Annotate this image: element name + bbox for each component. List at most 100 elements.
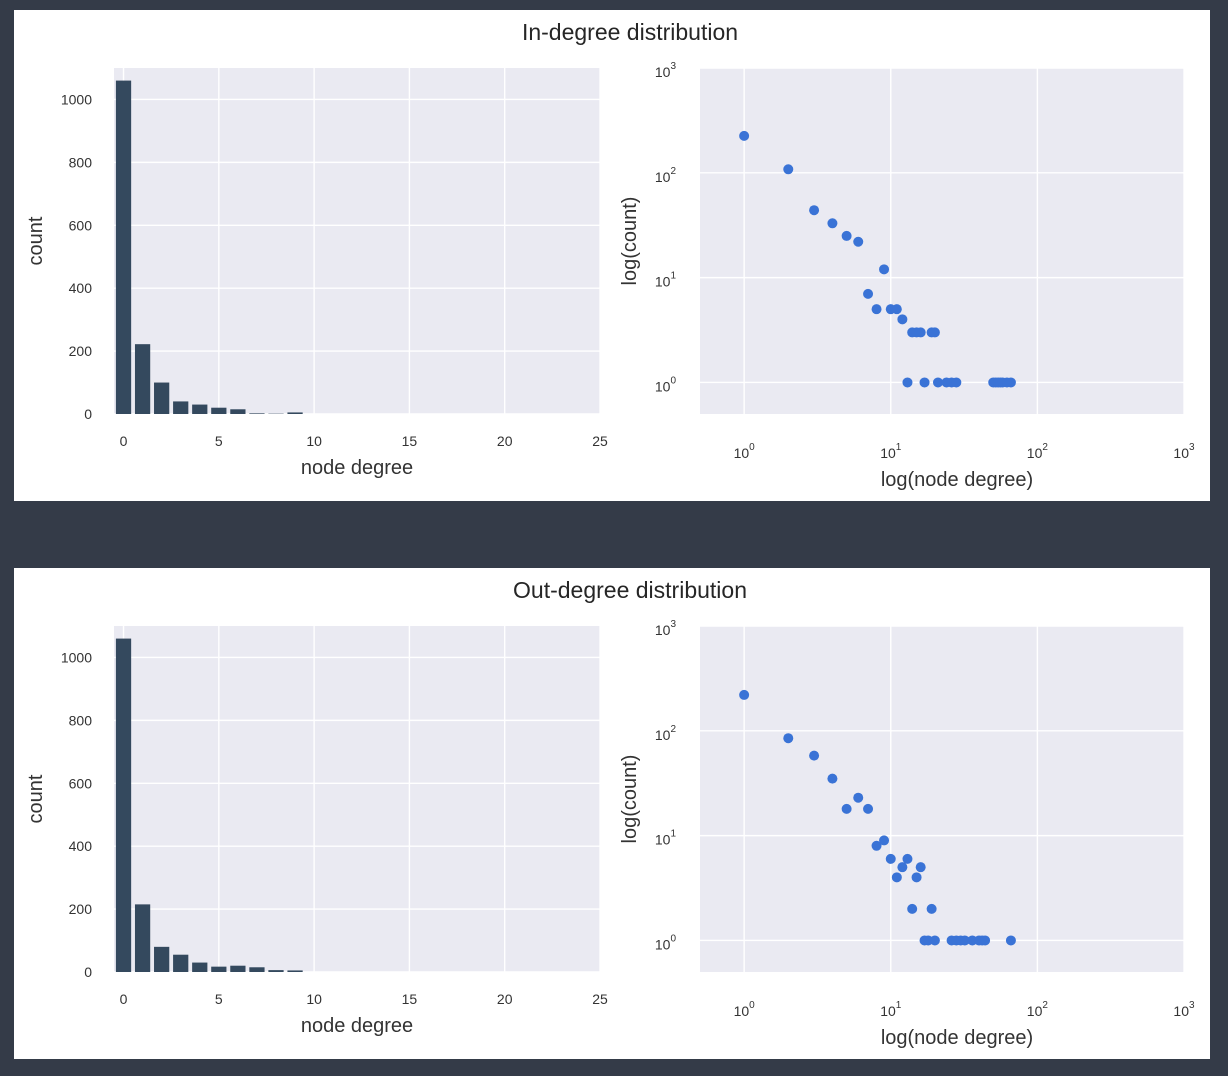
x-tick-label: 5 (215, 433, 223, 449)
y-tick-label: 103 (655, 61, 677, 80)
data-point (980, 935, 991, 946)
x-tick-label: 102 (1027, 442, 1049, 461)
data-point (827, 773, 838, 784)
x-tick-label: 0 (120, 991, 128, 1007)
bar (211, 407, 227, 414)
bar (230, 965, 246, 972)
x-axis-label: log(node degree) (881, 469, 1033, 491)
data-point (879, 835, 890, 846)
x-tick-label: 25 (592, 991, 608, 1007)
data-point (929, 327, 940, 338)
y-tick-label: 1000 (61, 91, 92, 107)
y-tick-label: 800 (69, 154, 93, 170)
y-tick-label: 102 (655, 166, 677, 185)
log-plot-area (700, 68, 1184, 414)
y-tick-label: 800 (69, 712, 93, 728)
data-point (897, 862, 908, 873)
bar (249, 967, 265, 972)
bar-plot-area (114, 626, 600, 972)
bar (192, 962, 208, 972)
data-point (1005, 935, 1016, 946)
data-point (897, 314, 908, 325)
x-tick-label: 101 (880, 1000, 902, 1019)
x-tick-label: 20 (497, 433, 513, 449)
y-tick-label: 103 (655, 619, 677, 638)
bar-plot-area (114, 68, 600, 414)
data-point (891, 872, 902, 883)
figure-title: Out-degree distribution (513, 577, 747, 603)
bar (249, 413, 265, 414)
bar (173, 954, 189, 972)
y-tick-label: 600 (69, 775, 93, 791)
y-axis-label: log(count) (619, 197, 641, 286)
bar (173, 401, 189, 414)
x-tick-label: 100 (734, 1000, 756, 1019)
y-tick-label: 0 (84, 964, 92, 980)
y-tick-label: 102 (655, 724, 677, 743)
data-point (739, 130, 750, 141)
data-point (915, 862, 926, 873)
x-tick-label: 20 (497, 991, 513, 1007)
data-point (926, 903, 937, 914)
data-point (902, 377, 913, 388)
data-point (915, 327, 926, 338)
y-axis-label: log(count) (619, 755, 641, 844)
bar (287, 412, 303, 414)
data-point (809, 750, 820, 761)
y-tick-label: 101 (655, 829, 677, 848)
data-point (885, 853, 896, 864)
bar (115, 638, 132, 972)
out-degree-figure-canvas: Out-degree distribution 0 5 10 15 20 25 0 200 40… (25, 577, 1195, 1049)
y-tick-label: 400 (69, 280, 93, 296)
y-tick-label: 100 (655, 375, 677, 394)
y-tick-label: 200 (69, 343, 93, 359)
data-point (841, 803, 852, 814)
data-point (933, 377, 944, 388)
x-tick-label: 25 (592, 433, 608, 449)
bar (287, 970, 303, 972)
figure-title: In-degree distribution (522, 19, 738, 45)
y-tick-label: 200 (69, 901, 93, 917)
data-point (871, 304, 882, 315)
data-point (879, 264, 890, 275)
data-point (891, 304, 902, 315)
bar (192, 404, 208, 414)
data-point (863, 288, 874, 299)
data-point (853, 792, 864, 803)
data-point (739, 689, 750, 700)
y-tick-label: 400 (69, 838, 93, 854)
data-point (902, 853, 913, 864)
data-point (827, 218, 838, 229)
data-point (783, 733, 794, 744)
in-degree-figure-canvas: In-degree distribution 0 5 10 15 20 25 0 200 400… (25, 19, 1195, 491)
data-point (871, 840, 882, 851)
x-tick-label: 10 (306, 991, 322, 1007)
bar (268, 970, 284, 972)
y-tick-label: 600 (69, 217, 93, 233)
x-tick-label: 10 (306, 433, 322, 449)
data-point (863, 803, 874, 814)
log-plot-area (700, 626, 1184, 972)
data-point (1005, 377, 1016, 388)
data-point (919, 377, 930, 388)
bar (154, 382, 170, 414)
y-tick-label: 100 (655, 933, 677, 952)
x-tick-label: 15 (402, 991, 418, 1007)
data-point (929, 935, 940, 946)
data-point (907, 903, 918, 914)
bar (154, 946, 170, 972)
in-degree-figure: In-degree distribution 0 5 10 15 20 25 0 200 400… (14, 10, 1210, 501)
data-point (853, 236, 864, 247)
x-tick-label: 15 (402, 433, 418, 449)
bar (211, 966, 227, 972)
bar (115, 80, 132, 414)
x-tick-label: 5 (215, 991, 223, 1007)
y-tick-label: 0 (84, 406, 92, 422)
data-point (911, 872, 922, 883)
x-tick-label: 103 (1173, 1000, 1195, 1019)
x-tick-label: 100 (734, 442, 756, 461)
data-point (809, 205, 820, 216)
x-tick-label: 102 (1027, 1000, 1049, 1019)
bar (134, 904, 151, 972)
bar (230, 409, 246, 414)
